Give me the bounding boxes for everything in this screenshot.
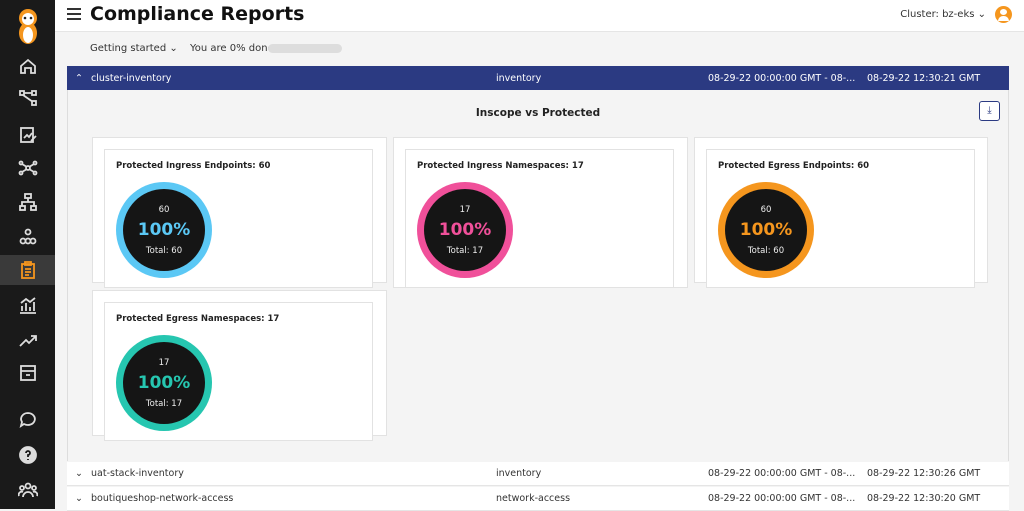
sidebar-item-cluster[interactable]	[0, 222, 55, 252]
card-title: Protected Egress Namespaces: 17	[116, 314, 280, 324]
report-type: network-access	[496, 493, 571, 504]
top-bar: Compliance Reports Cluster: bz-eks ⌄	[55, 0, 1024, 32]
sidebar-item-hierarchy[interactable]	[0, 187, 55, 217]
report-range: 08-29-22 00:00:00 GMT - 08-...	[708, 493, 856, 504]
sidebar-item-users[interactable]	[0, 475, 55, 505]
protected-percent: 100%	[137, 220, 191, 240]
report-name: uat-stack-inventory	[91, 468, 184, 479]
network-icon	[18, 160, 37, 176]
sidebar-item-network[interactable]	[0, 153, 55, 183]
sidebar-item-bar-chart[interactable]	[0, 290, 55, 320]
download-icon: ⤓	[987, 105, 992, 116]
bar-chart-icon	[19, 297, 36, 314]
page-title: Compliance Reports	[90, 3, 305, 25]
metric-card: Protected Ingress Endpoints: 60 60 100% Tot…	[104, 149, 373, 288]
box-icon	[19, 365, 36, 381]
user-avatar-icon[interactable]	[995, 6, 1012, 23]
total-count: Total: 60	[145, 246, 183, 256]
chat-icon	[19, 412, 36, 429]
progress-text: You are 0% done	[190, 43, 274, 54]
card-title: Protected Ingress Namespaces: 17	[417, 161, 584, 171]
protected-count: 60	[760, 205, 772, 215]
total-count: Total: 17	[446, 246, 484, 256]
donut-gauge: 60 100% Total: 60	[116, 182, 212, 278]
metric-card: Protected Egress Namespaces: 17 17 100% Tot…	[104, 302, 373, 441]
report-panel: Inscope vs Protected ⤓ Protected Ingress…	[67, 90, 1009, 461]
chevron-down-icon[interactable]: ⌄	[75, 493, 83, 504]
report-range: 08-29-22 00:00:00 GMT - 08-...	[708, 468, 856, 479]
cluster-icon	[19, 228, 36, 245]
report-created: 08-29-22 12:30:20 GMT	[867, 493, 981, 504]
help-icon	[18, 446, 37, 464]
home-icon	[19, 58, 36, 74]
report-name: boutiqueshop-network-access	[91, 493, 234, 504]
protected-percent: 100%	[739, 220, 793, 240]
panel-title: Inscope vs Protected	[475, 107, 601, 119]
chevron-down-icon[interactable]: ⌄	[75, 468, 83, 479]
report-created: 08-29-22 12:30:26 GMT	[867, 468, 981, 479]
protected-count: 60	[158, 205, 170, 215]
report-type: inventory	[496, 72, 542, 84]
users-icon	[17, 482, 38, 498]
protected-percent: 100%	[438, 220, 492, 240]
report-row[interactable]: ⌄ uat-stack-inventory inventory 08-29-22 00…	[67, 462, 1009, 486]
cluster-selector[interactable]: Cluster: bz-eks ⌄	[900, 9, 986, 20]
total-count: Total: 17	[145, 399, 183, 409]
sidebar-item-chat[interactable]	[0, 405, 55, 435]
donut-gauge: 17 100% Total: 17	[417, 182, 513, 278]
report-created: 08-29-22 12:30:21 GMT	[867, 72, 981, 84]
protected-count: 17	[459, 205, 471, 215]
metric-card: Protected Ingress Namespaces: 17 17 100% To…	[405, 149, 674, 288]
logo	[19, 9, 37, 44]
donut-gauge: 17 100% Total: 17	[116, 335, 212, 431]
report-type: inventory	[496, 468, 542, 479]
sidebar-item-flow[interactable]	[0, 83, 55, 113]
edit-chart-icon	[19, 127, 37, 143]
hierarchy-icon	[18, 193, 37, 211]
card-title: Protected Egress Endpoints: 60	[718, 161, 870, 171]
report-name: cluster-inventory	[91, 72, 172, 84]
protected-count: 17	[158, 358, 170, 368]
menu-icon[interactable]	[67, 8, 81, 20]
getting-started-dropdown[interactable]: Getting started ⌄	[90, 43, 178, 54]
download-button[interactable]: ⤓	[979, 101, 1000, 121]
sidebar-item-home[interactable]	[0, 51, 55, 81]
progress-bar	[268, 44, 342, 53]
sidebar-item-help[interactable]	[0, 440, 55, 470]
protected-percent: 100%	[137, 373, 191, 393]
sidebar	[0, 0, 55, 509]
sidebar-item-box[interactable]	[0, 358, 55, 388]
sidebar-item-trending[interactable]	[0, 325, 55, 355]
flow-icon	[18, 90, 37, 106]
trending-icon	[18, 335, 37, 347]
chevron-up-icon[interactable]: ⌃	[75, 72, 83, 84]
report-range: 08-29-22 00:00:00 GMT - 08-...	[708, 72, 856, 84]
sidebar-item-clipboard[interactable]	[0, 255, 55, 285]
clipboard-icon	[20, 261, 35, 279]
report-row[interactable]: ⌄ boutiqueshop-network-access network-acce…	[67, 487, 1009, 511]
total-count: Total: 60	[747, 246, 785, 256]
sidebar-item-edit-chart[interactable]	[0, 120, 55, 150]
report-row[interactable]: ⌃ cluster-inventory inventory 08-29-22 00:0…	[67, 66, 1009, 90]
metric-card: Protected Egress Endpoints: 60 60 100% Tota…	[706, 149, 975, 288]
card-title: Protected Ingress Endpoints: 60	[116, 161, 271, 171]
donut-gauge: 60 100% Total: 60	[718, 182, 814, 278]
